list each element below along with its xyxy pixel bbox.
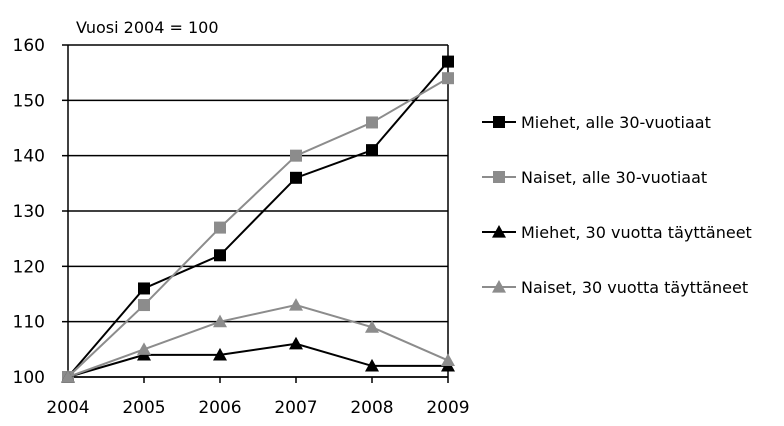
- legend-item: Naiset, 30 vuotta täyttäneet: [482, 278, 748, 297]
- data-point: [138, 299, 150, 312]
- y-tick-label: 110: [13, 313, 45, 333]
- chart-subtitle: Vuosi 2004 = 100: [76, 18, 219, 37]
- x-tick-label: 2009: [426, 398, 469, 418]
- data-point: [214, 221, 226, 234]
- legend-label: Naiset, alle 30-vuotiaat: [521, 168, 707, 187]
- x-tick-label: 2004: [46, 398, 89, 418]
- x-tick-label: 2006: [198, 398, 241, 418]
- legend-label: Miehet, alle 30-vuotiaat: [521, 113, 711, 132]
- data-point: [213, 314, 227, 328]
- series-2: [62, 72, 454, 383]
- series-line: [67, 304, 449, 378]
- series-1: [62, 55, 454, 383]
- data-point: [214, 249, 226, 262]
- y-axis-ticks: 100 110 120 130 140 150 160: [13, 36, 68, 388]
- legend-label: Miehet, 30 vuotta täyttäneet: [521, 223, 752, 242]
- y-tick-label: 160: [13, 36, 45, 56]
- x-tick-label: 2008: [350, 398, 393, 418]
- data-point: [442, 72, 454, 85]
- legend-marker: [492, 225, 506, 238]
- data-point: [289, 298, 303, 311]
- series-line: [67, 342, 448, 378]
- data-point: [366, 144, 378, 157]
- data-point: [290, 149, 302, 162]
- x-tick-label: 2007: [274, 398, 317, 418]
- data-point: [442, 55, 454, 68]
- series-line: [67, 77, 449, 378]
- series-3: [61, 336, 455, 383]
- y-tick-label: 150: [13, 91, 45, 111]
- series-line: [67, 60, 449, 378]
- gridlines: [68, 44, 448, 378]
- data-point: [290, 171, 302, 184]
- y-tick-label: 120: [13, 257, 45, 277]
- legend-marker: [492, 280, 506, 293]
- legend-label: Naiset, 30 vuotta täyttäneet: [521, 278, 748, 297]
- data-point: [213, 347, 227, 361]
- data-point: [366, 116, 378, 129]
- y-tick-label: 100: [13, 368, 45, 388]
- data-point: [137, 342, 151, 355]
- legend-item: Miehet, alle 30-vuotiaat: [482, 113, 711, 132]
- legend-marker: [493, 116, 505, 128]
- data-point: [289, 336, 303, 350]
- data-point: [138, 282, 150, 295]
- x-axis-ticks: 2004 2005 2006 2007 2008 2009: [46, 377, 470, 418]
- data-point: [365, 320, 379, 333]
- y-tick-label: 140: [13, 147, 45, 167]
- legend-item: Naiset, alle 30-vuotiaat: [482, 168, 707, 187]
- y-tick-label: 130: [13, 202, 45, 222]
- legend-item: Miehet, 30 vuotta täyttäneet: [482, 223, 752, 242]
- data-point: [441, 353, 455, 366]
- legend-marker: [493, 171, 505, 183]
- data-point: [61, 370, 75, 383]
- series-group: [61, 55, 455, 383]
- data-point: [365, 358, 379, 372]
- legend: Miehet, alle 30-vuotiaat Naiset, alle 30-…: [482, 113, 752, 297]
- series-4: [61, 298, 455, 383]
- x-tick-label: 2005: [122, 398, 165, 418]
